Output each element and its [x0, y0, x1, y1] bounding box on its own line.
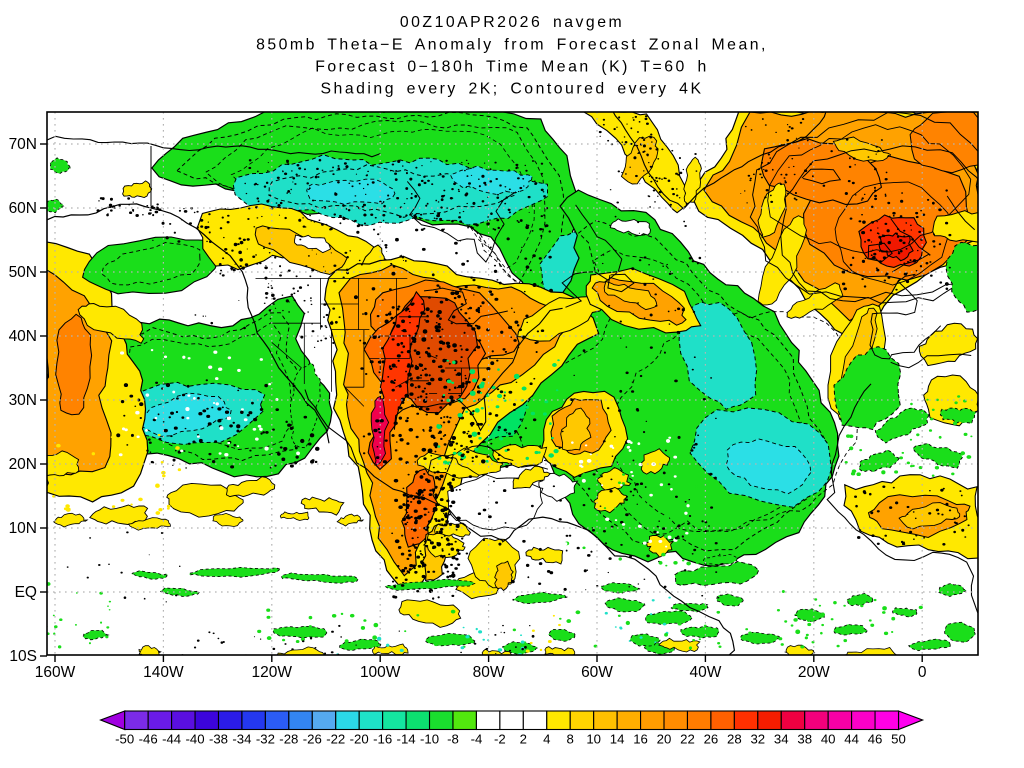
svg-text:-16: -16	[373, 732, 392, 747]
svg-text:20N: 20N	[9, 456, 37, 473]
svg-text:-38: -38	[209, 732, 228, 747]
svg-text:32: 32	[750, 732, 765, 747]
svg-text:-20: -20	[350, 732, 369, 747]
svg-text:40W: 40W	[689, 664, 721, 681]
svg-text:-4: -4	[471, 732, 483, 747]
svg-text:28: 28	[727, 732, 742, 747]
svg-text:00Z10APR2026 navgem: 00Z10APR2026 navgem	[400, 14, 624, 31]
svg-text:-46: -46	[139, 732, 158, 747]
svg-text:-26: -26	[303, 732, 322, 747]
svg-text:44: 44	[844, 732, 859, 747]
svg-text:-44: -44	[162, 732, 181, 747]
svg-text:140W: 140W	[143, 664, 184, 681]
svg-text:-34: -34	[232, 732, 251, 747]
svg-text:0: 0	[918, 664, 927, 681]
svg-text:60N: 60N	[9, 200, 37, 217]
svg-text:46: 46	[868, 732, 883, 747]
svg-text:850mb Theta−E Anomaly from For: 850mb Theta−E Anomaly from Forecast Zona…	[256, 37, 768, 54]
svg-text:16: 16	[633, 732, 648, 747]
svg-text:22: 22	[680, 732, 695, 747]
svg-text:60W: 60W	[581, 664, 613, 681]
svg-text:34: 34	[774, 732, 789, 747]
svg-text:14: 14	[610, 732, 625, 747]
svg-text:160W: 160W	[35, 664, 76, 681]
svg-text:Shading every 2K; Contoured ev: Shading every 2K; Contoured every 4K	[321, 81, 704, 98]
svg-text:70N: 70N	[9, 136, 37, 153]
svg-text:-28: -28	[279, 732, 298, 747]
svg-text:20: 20	[657, 732, 672, 747]
svg-text:-2: -2	[494, 732, 506, 747]
svg-text:20W: 20W	[798, 664, 830, 681]
svg-text:-50: -50	[115, 732, 134, 747]
svg-text:38: 38	[797, 732, 812, 747]
svg-text:-32: -32	[256, 732, 275, 747]
svg-text:30N: 30N	[9, 392, 37, 409]
svg-text:-40: -40	[186, 732, 205, 747]
svg-text:40N: 40N	[9, 328, 37, 345]
svg-text:10N: 10N	[9, 520, 37, 537]
svg-text:EQ: EQ	[15, 584, 37, 601]
svg-text:2: 2	[520, 732, 527, 747]
svg-text:-10: -10	[420, 732, 439, 747]
svg-text:26: 26	[704, 732, 719, 747]
svg-text:10: 10	[586, 732, 601, 747]
svg-text:8: 8	[567, 732, 574, 747]
svg-text:100W: 100W	[360, 664, 401, 681]
svg-text:-14: -14	[397, 732, 416, 747]
svg-text:Forecast 0−180h Time Mean (K): Forecast 0−180h Time Mean (K) T=60 h	[315, 59, 709, 76]
svg-text:-8: -8	[447, 732, 459, 747]
svg-text:50N: 50N	[9, 264, 37, 281]
svg-text:4: 4	[543, 732, 550, 747]
svg-text:120W: 120W	[252, 664, 293, 681]
svg-text:40: 40	[821, 732, 836, 747]
svg-text:80W: 80W	[473, 664, 505, 681]
svg-text:50: 50	[891, 732, 906, 747]
svg-text:-22: -22	[326, 732, 345, 747]
svg-text:10S: 10S	[9, 648, 37, 665]
